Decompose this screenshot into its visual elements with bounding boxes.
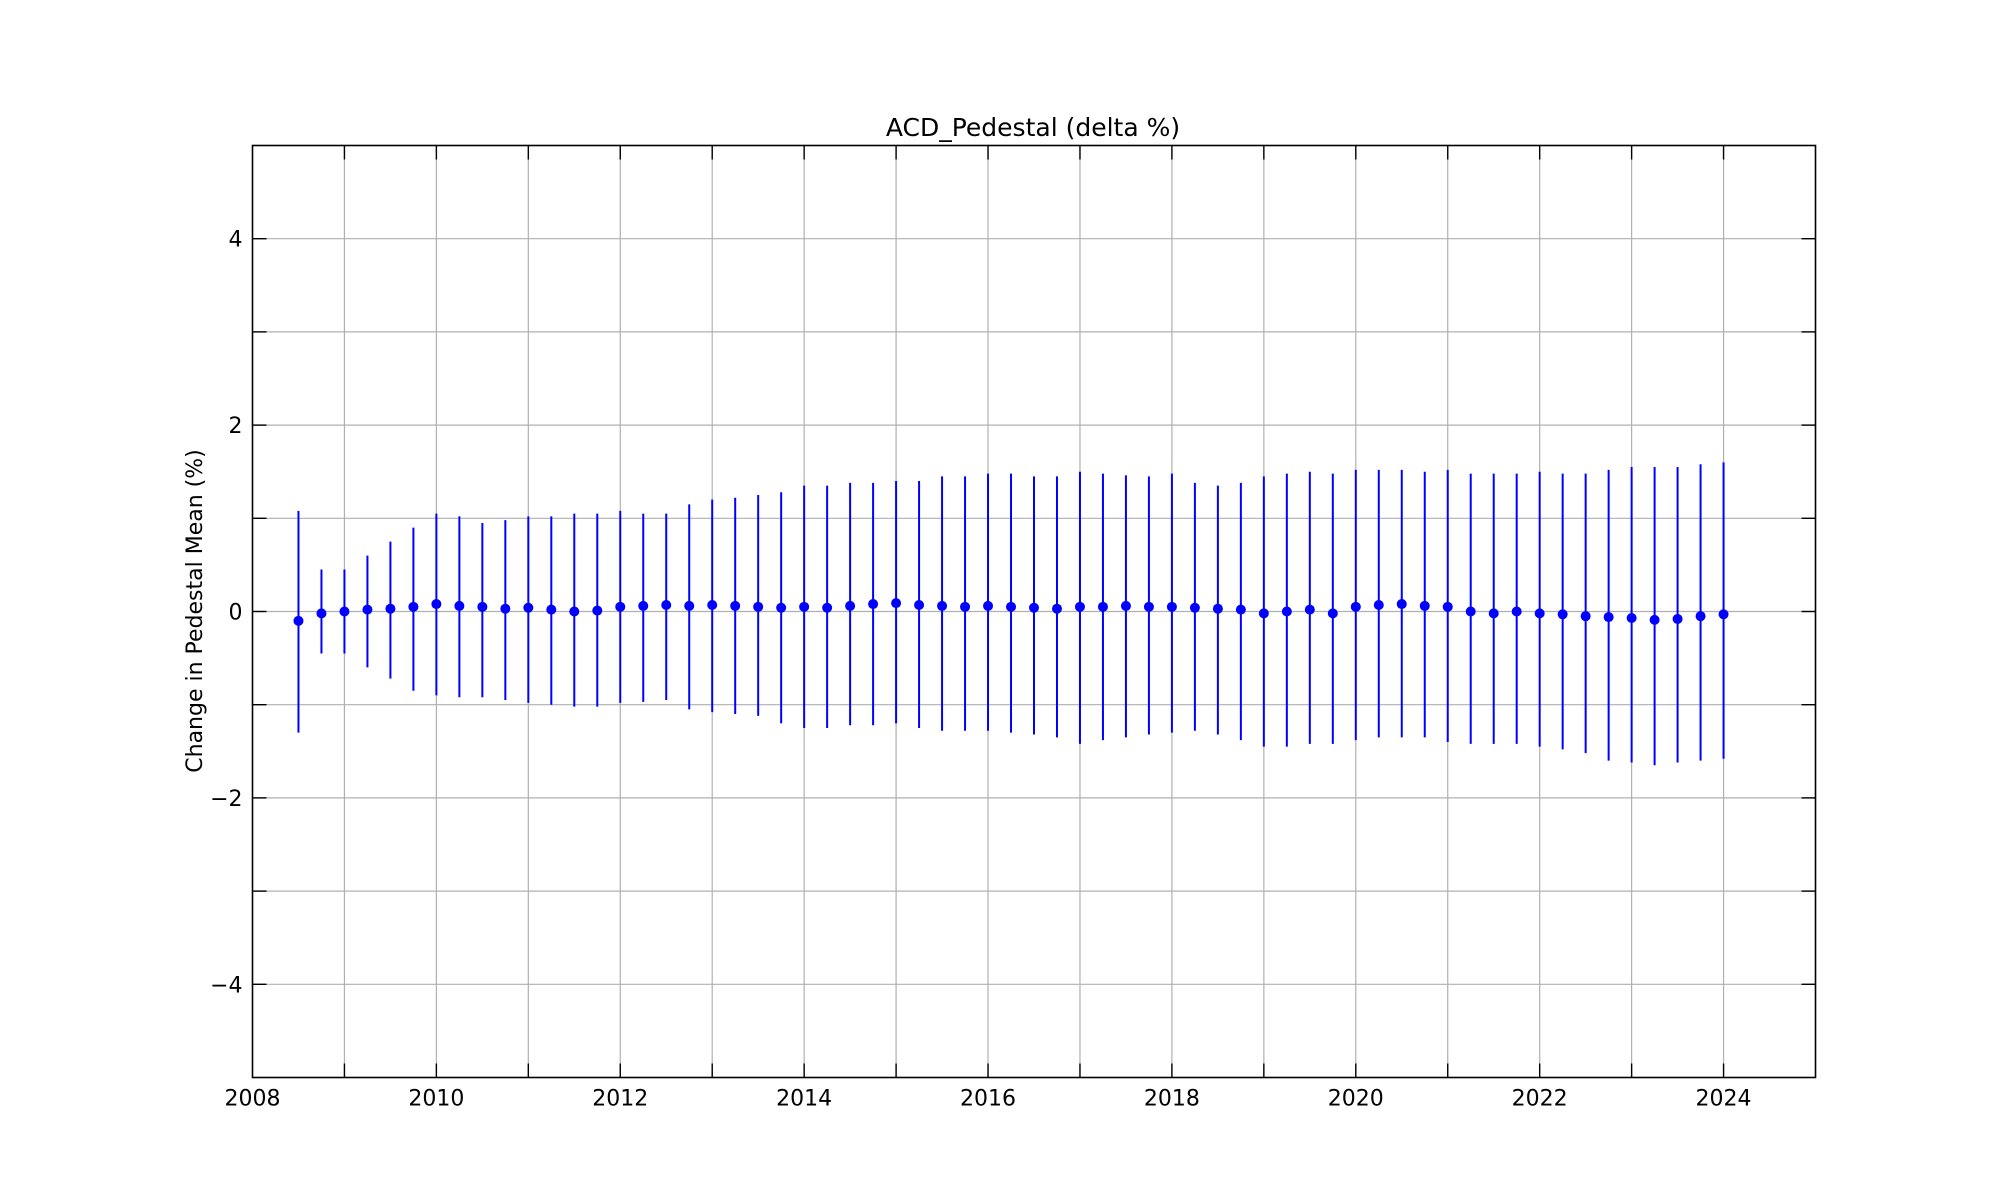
data-point	[1534, 608, 1545, 619]
data-point	[1373, 599, 1384, 610]
data-point	[983, 600, 994, 611]
data-point	[1626, 613, 1637, 624]
x-tick-label: 2022	[1512, 1087, 1568, 1112]
data-point	[822, 602, 833, 613]
data-point	[1281, 606, 1292, 617]
y-tick-label: −4	[210, 973, 242, 998]
y-tick-label: −2	[210, 787, 242, 812]
data-point	[454, 600, 465, 611]
data-point	[1695, 611, 1706, 622]
data-point	[1442, 601, 1453, 612]
data-point	[1603, 612, 1614, 623]
data-point	[1557, 609, 1568, 620]
data-point	[914, 599, 925, 610]
data-point	[1419, 600, 1430, 611]
data-point	[1212, 603, 1223, 614]
data-point	[799, 601, 810, 612]
data-point	[1304, 604, 1315, 615]
data-point	[408, 601, 419, 612]
data-point	[615, 601, 626, 612]
data-point	[1143, 601, 1154, 612]
data-point	[753, 601, 764, 612]
data-point	[546, 604, 557, 615]
data-point	[1327, 608, 1338, 619]
data-point	[1396, 599, 1407, 610]
data-point	[868, 599, 879, 610]
data-point	[960, 601, 971, 612]
data-point	[1166, 601, 1177, 612]
data-point	[477, 601, 488, 612]
data-series	[293, 462, 1729, 766]
data-point	[1258, 608, 1269, 619]
data-point	[1718, 609, 1729, 620]
y-tick-label: 2	[229, 414, 243, 439]
data-point	[316, 608, 327, 619]
data-point	[776, 602, 787, 613]
data-point	[1511, 606, 1522, 617]
y-tick-label: 0	[229, 601, 243, 626]
data-point	[937, 600, 948, 611]
data-point	[1350, 601, 1361, 612]
data-point	[1189, 602, 1200, 613]
x-tick-label: 2010	[408, 1087, 464, 1112]
x-tick-label: 2018	[1144, 1087, 1200, 1112]
data-point	[385, 603, 396, 614]
data-point	[431, 599, 442, 610]
data-point	[1029, 602, 1039, 613]
data-point	[730, 600, 741, 611]
data-point	[1097, 601, 1108, 612]
y-axis-label: Change in Pedestal Mean (%)	[183, 449, 208, 772]
data-point	[1074, 601, 1085, 612]
data-point	[707, 599, 718, 610]
data-point	[684, 600, 695, 611]
data-point	[661, 599, 672, 610]
data-point	[1051, 603, 1062, 614]
data-point	[362, 604, 373, 615]
data-point	[293, 615, 304, 626]
x-tick-label: 2014	[776, 1087, 832, 1112]
data-point	[523, 602, 534, 613]
y-tick-label: 4	[229, 228, 243, 253]
data-point	[1006, 601, 1017, 612]
ticks: 2008 2010 2012 2014 2016 2018 2020 2022 2024 −4 −2…	[210, 145, 1816, 1112]
data-point	[1120, 600, 1131, 611]
data-point	[1649, 614, 1660, 625]
data-point	[1672, 613, 1683, 624]
x-tick-label: 2012	[592, 1087, 648, 1112]
data-point	[845, 600, 856, 611]
data-point	[592, 605, 603, 616]
x-tick-label: 2020	[1328, 1087, 1384, 1112]
data-point	[339, 606, 350, 617]
data-point	[500, 603, 511, 614]
data-point	[1235, 604, 1246, 615]
chart-title: ACD_Pedestal (delta %)	[886, 113, 1180, 142]
data-point	[1488, 608, 1499, 619]
data-point	[1465, 606, 1476, 617]
data-point	[569, 606, 580, 617]
x-tick-label: 2016	[960, 1087, 1016, 1112]
x-tick-label: 2024	[1696, 1087, 1752, 1112]
data-point	[1580, 611, 1591, 622]
data-point	[891, 598, 902, 609]
x-tick-label: 2008	[225, 1087, 281, 1112]
data-point	[638, 600, 649, 611]
